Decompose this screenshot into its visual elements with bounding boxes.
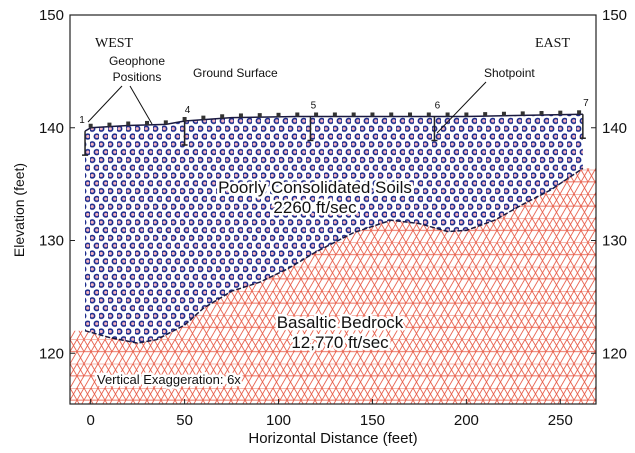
plot-area — [70, 114, 596, 404]
x-tick-label: 150 — [360, 412, 385, 429]
geophone-label: Positions — [113, 70, 162, 84]
geophone — [126, 121, 130, 125]
shotpoint-number: 6 — [435, 100, 441, 111]
geophone — [483, 112, 487, 116]
east-label: EAST — [535, 36, 570, 51]
y-tick-label: 150 — [39, 7, 64, 24]
geophone — [220, 114, 224, 118]
y-tick-label: 120 — [39, 345, 64, 362]
layer-velocity: 2260 ft/sec — [273, 198, 357, 217]
shotpoint-number: 1 — [79, 115, 85, 126]
shotpoint-number: 7 — [583, 98, 589, 109]
layer-name: Basaltic Bedrock — [277, 313, 404, 332]
layer-velocity: 12,770 ft/sec — [291, 333, 389, 352]
geophone — [577, 110, 581, 114]
layer-name: Poorly Consolidated Soils — [218, 178, 412, 197]
geophone — [295, 112, 299, 116]
geophone — [333, 112, 337, 116]
geophone — [89, 124, 93, 128]
shotpoint-number: 5 — [311, 100, 317, 111]
y2-tick-label: 120 — [602, 345, 627, 362]
y2-tick-label: 150 — [602, 7, 627, 24]
west-label: WEST — [95, 36, 134, 51]
geophone-label: Geophone — [109, 54, 165, 68]
geophone — [239, 113, 243, 117]
exaggeration-label: Vertical Exaggeration: 6x — [97, 372, 241, 387]
geophone — [277, 113, 281, 117]
geophone — [352, 112, 356, 116]
geophone — [164, 120, 168, 124]
geophone — [183, 117, 187, 121]
geophone — [446, 112, 450, 116]
geophone — [370, 112, 374, 116]
y-tick-label: 140 — [39, 120, 64, 137]
y-axis-label: Elevation (feet) — [11, 163, 27, 257]
geophone — [201, 116, 205, 120]
geophone — [389, 112, 393, 116]
geophone — [145, 121, 149, 125]
x-tick-label: 100 — [266, 412, 291, 429]
geophone — [408, 112, 412, 116]
chart: Horizontal Distance (feet) Elevation (fee… — [0, 0, 635, 453]
y-tick-label: 130 — [39, 233, 64, 250]
x-tick-label: 0 — [86, 412, 94, 429]
geophone — [502, 112, 506, 116]
ground-surface-label: Ground Surface — [193, 66, 278, 80]
x-axis-label: Horizontal Distance (feet) — [248, 430, 417, 447]
shotpoint-label: Shotpoint — [484, 66, 535, 80]
x-tick-label: 250 — [548, 412, 573, 429]
geophone — [427, 112, 431, 116]
geophone — [558, 111, 562, 115]
geophone — [314, 112, 318, 116]
geophone — [521, 111, 525, 115]
y2-tick-label: 130 — [602, 233, 627, 250]
geophone — [258, 113, 262, 117]
geophone — [540, 111, 544, 115]
shotpoint-number: 4 — [185, 105, 191, 116]
geophone — [107, 123, 111, 127]
geophone — [464, 112, 468, 116]
x-tick-label: 200 — [454, 412, 479, 429]
x-tick-label: 50 — [176, 412, 193, 429]
y2-tick-label: 140 — [602, 120, 627, 137]
